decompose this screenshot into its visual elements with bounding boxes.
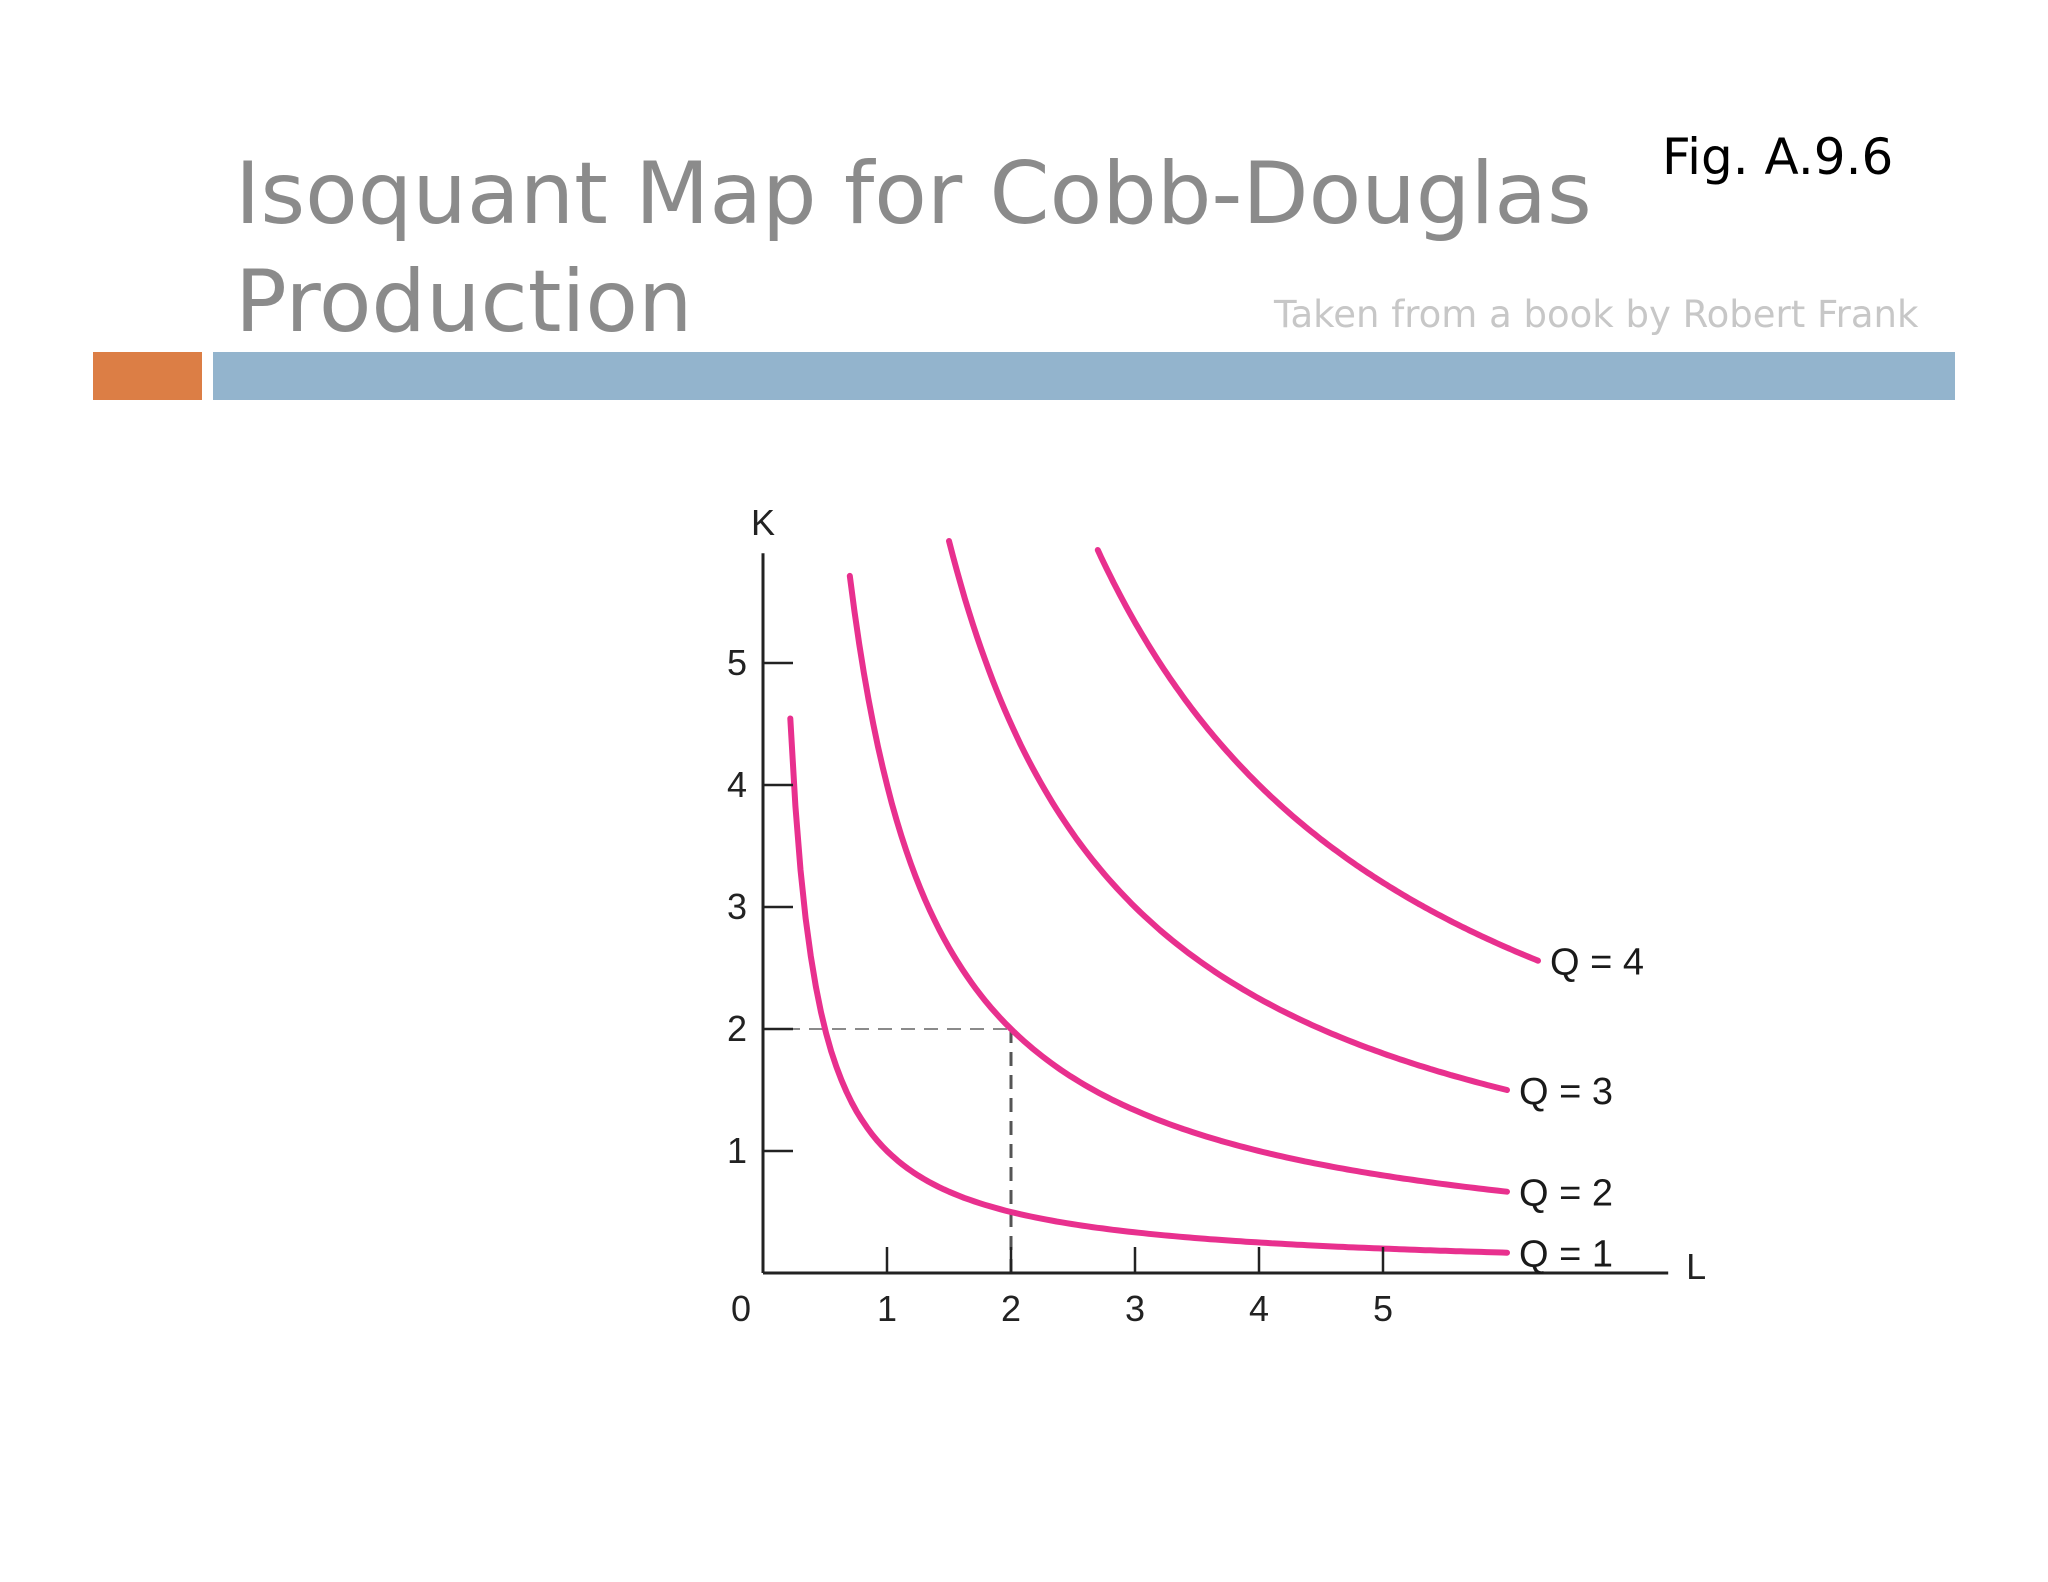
isoquant-curve-q2 xyxy=(846,572,1510,1195)
x-tick-label-5: 5 xyxy=(1373,1288,1393,1329)
x-tick-label-4: 4 xyxy=(1249,1288,1269,1329)
isoquant-label-q2: Q = 2 xyxy=(1519,1173,1613,1215)
y-tick-label-3: 3 xyxy=(727,886,747,927)
isoquant-curve-q3 xyxy=(946,538,1510,1093)
y-axis-label: K xyxy=(751,502,775,543)
figure-label: Fig. A.9.6 xyxy=(1662,128,1894,186)
y-tick-label-5: 5 xyxy=(727,642,747,683)
title-divider-bar xyxy=(213,352,1955,400)
source-credit: Taken from a book by Robert Frank xyxy=(1274,293,1919,336)
x-tick-label-2: 2 xyxy=(1001,1288,1021,1329)
isoquant-curve-q4 xyxy=(1094,547,1541,964)
y-tick-label-2: 2 xyxy=(727,1008,747,1049)
origin-label: 0 xyxy=(731,1288,751,1329)
accent-bar xyxy=(93,352,202,400)
x-tick-label-1: 1 xyxy=(877,1288,897,1329)
slide-title-line-2: Production xyxy=(235,252,693,352)
slide-title: Isoquant Map for Cobb-Douglas Production xyxy=(235,140,1592,356)
x-tick-label-3: 3 xyxy=(1125,1288,1145,1329)
isoquant-label-q3: Q = 3 xyxy=(1519,1071,1613,1113)
slide-title-line-1: Isoquant Map for Cobb-Douglas xyxy=(235,144,1592,244)
y-tick-label-1: 1 xyxy=(727,1130,747,1171)
y-tick-label-4: 4 xyxy=(727,764,747,805)
x-axis-label: L xyxy=(1686,1246,1706,1287)
isoquant-curve-q1 xyxy=(787,715,1510,1256)
isoquant-label-q1: Q = 1 xyxy=(1519,1234,1613,1276)
isoquant-label-q4: Q = 4 xyxy=(1550,942,1644,984)
